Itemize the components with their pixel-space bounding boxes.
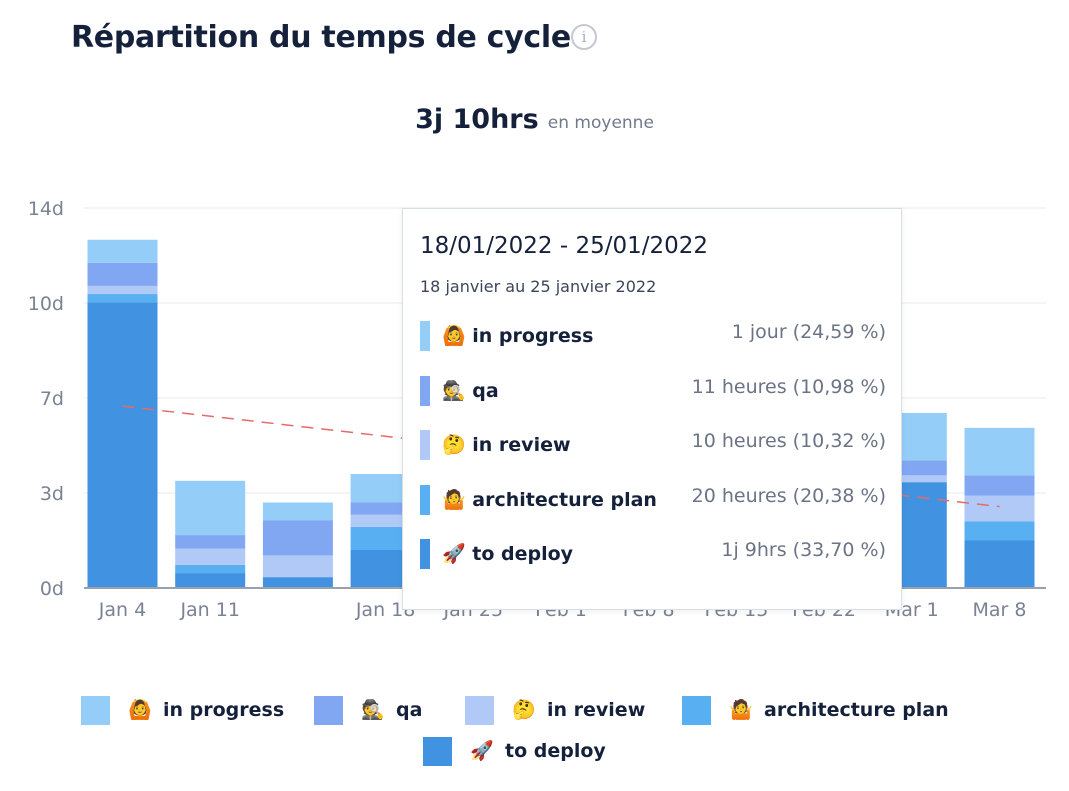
chart-tooltip: 18/01/2022 - 25/01/2022 18 janvier au 25… (402, 208, 902, 610)
legend-swatch (465, 696, 494, 725)
tooltip-row-to-deploy: 🚀 to deploy 1j 9hrs (33,70 %) (420, 539, 886, 569)
y-tick-label: 10d (28, 293, 64, 315)
tooltip-swatch (420, 375, 430, 406)
legend-swatch (682, 696, 711, 725)
y-tick-label: 7d (40, 388, 64, 410)
bar-segment-in-progress (964, 427, 1035, 476)
x-tick-label: Jan 4 (98, 599, 146, 621)
bar-segment-architecture-plan (87, 294, 158, 303)
bar-segment-in-progress (262, 502, 333, 521)
chart-title: Répartition du temps de cycle (71, 20, 571, 55)
legend-swatch (423, 737, 452, 766)
y-tick-label: 3d (40, 483, 64, 505)
tooltip-row-value: 1j 9hrs (33,70 %) (721, 539, 886, 561)
bar-segment-architecture-plan (964, 521, 1035, 541)
legend-emoji-icon: 🤷 (729, 699, 753, 721)
tooltip-row-value: 20 heures (20,38 %) (691, 484, 886, 507)
average-unit: en moyenne (547, 113, 654, 133)
bar-segment-qa (175, 535, 246, 549)
tooltip-row-architecture-plan: 🤷 architecture plan 20 heures (20,38 %) (420, 484, 886, 515)
bar-segment-in-review (876, 475, 947, 483)
tooltip-swatch (420, 321, 430, 351)
tooltip-row-label: 🤔 in review (442, 434, 571, 456)
bar-segment-qa (87, 262, 158, 286)
bar-segment-to-deploy (262, 577, 333, 588)
bar-segment-qa (262, 520, 333, 556)
tooltip-row-value: 11 heures (10,98 %) (691, 375, 886, 398)
tooltip-row-in-review: 🤔 in review 10 heures (10,32 %) (420, 430, 886, 460)
tooltip-title: 18/01/2022 - 25/01/2022 (420, 233, 709, 259)
legend-label: in review (547, 699, 646, 721)
tooltip-subtitle: 18 janvier au 25 janvier 2022 (420, 277, 657, 296)
bar-segment-in-review (87, 285, 158, 295)
legend-label: to deploy (505, 740, 606, 762)
bar-segment-to-deploy (175, 573, 246, 588)
bar-segment-in-progress (175, 480, 246, 536)
tooltip-row-in-progress: 🙆 in progress 1 jour (24,59 %) (420, 321, 886, 351)
tooltip-swatch (420, 539, 430, 569)
tooltip-row-label: 🚀 to deploy (442, 543, 574, 565)
legend-swatch (314, 696, 343, 725)
legend-swatch (81, 696, 110, 725)
tooltip-swatch (420, 484, 430, 515)
x-tick-label: Mar 8 (973, 599, 1027, 621)
average-value: 3j 10hrs (415, 104, 539, 135)
info-icon[interactable]: i (571, 24, 597, 50)
bar-segment-to-deploy (964, 540, 1035, 588)
bar-segment-in-review (964, 495, 1035, 522)
x-tick-label: Jan 11 (179, 599, 240, 621)
legend-emoji-icon: 🙆 (128, 699, 152, 721)
bar-segment-architecture-plan (175, 564, 246, 574)
bar-segment-in-review (175, 548, 246, 565)
bar-segment-in-review (262, 555, 333, 578)
average-summary: 3j 10hrs en moyenne (0, 104, 1069, 135)
bar-segment-qa (964, 475, 1035, 496)
legend-label: architecture plan (764, 699, 949, 721)
tooltip-swatch (420, 430, 430, 460)
tooltip-row-value: 1 jour (24,59 %) (731, 321, 886, 343)
x-tick-label: Jan 18 (355, 599, 416, 621)
bar-segment-in-progress (87, 239, 158, 263)
legend-emoji-icon: 🚀 (470, 740, 494, 762)
tooltip-row-value: 10 heures (10,32 %) (691, 430, 886, 452)
tooltip-row-label: 🕵 qa (442, 379, 499, 402)
legend-emoji-icon: 🤔 (512, 699, 536, 721)
legend-label: in progress (163, 699, 285, 721)
y-tick-label: 14d (28, 198, 64, 220)
bar-segment-to-deploy (87, 302, 158, 588)
y-tick-label: 0d (40, 578, 64, 600)
tooltip-row-label: 🙆 in progress (442, 325, 594, 347)
tooltip-row-label: 🤷 architecture plan (442, 488, 657, 511)
legend-emoji-icon: 🕵 (361, 699, 385, 721)
legend-label: qa (396, 699, 423, 721)
tooltip-row-qa: 🕵 qa 11 heures (10,98 %) (420, 375, 886, 406)
